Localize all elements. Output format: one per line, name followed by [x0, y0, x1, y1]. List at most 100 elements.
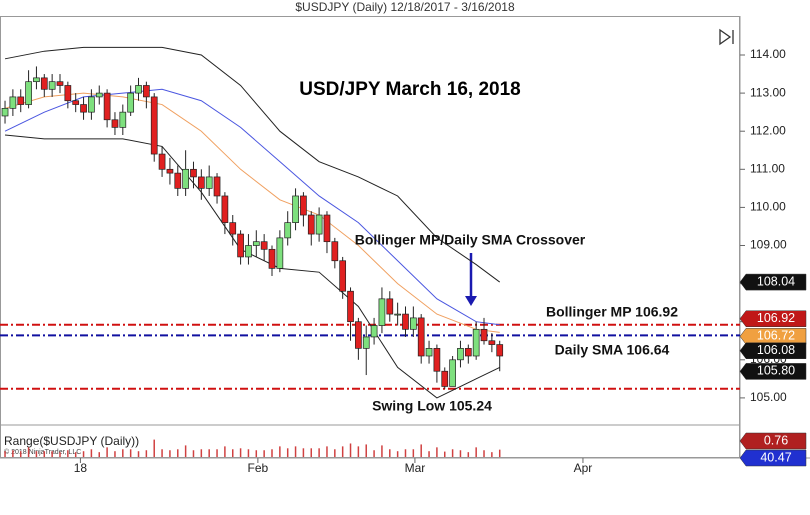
price-tag — [739, 342, 807, 360]
annotation: Daily SMA 106.64 — [555, 342, 670, 358]
candle-body — [252, 241, 260, 246]
candle-body — [331, 241, 339, 262]
candle-body — [150, 96, 158, 155]
x-tick-label: Mar — [405, 461, 426, 475]
candle-body — [182, 168, 189, 189]
candle-body — [119, 111, 127, 128]
candle-body — [496, 344, 504, 357]
price-tag-label: 0.76 — [764, 433, 788, 447]
price-tag — [739, 363, 807, 380]
candle-body — [300, 195, 307, 216]
candle-body — [339, 260, 347, 292]
candle-body — [205, 176, 213, 189]
candle-body — [9, 96, 17, 109]
price-tag — [739, 432, 807, 450]
y-tick-label: 113.00 — [750, 85, 786, 99]
candle-body — [17, 96, 25, 105]
y-tick-label: 105.00 — [750, 390, 787, 404]
candle-body — [245, 245, 252, 258]
candle-body — [111, 119, 119, 128]
candle-body — [323, 214, 331, 243]
candle-body — [472, 328, 480, 357]
candle-body — [72, 100, 80, 105]
y-tick-label: 109.00 — [750, 238, 787, 252]
candle-body — [386, 298, 394, 315]
annotation: Swing Low 105.24 — [372, 398, 492, 414]
x-tick-label: Apr — [574, 461, 593, 475]
y-tick-label: 114.00 — [750, 47, 786, 61]
candle-body — [190, 168, 197, 178]
candle-body — [362, 336, 370, 349]
candle-body — [158, 153, 166, 170]
indicator-line — [4, 134, 500, 399]
candle-body — [103, 92, 111, 121]
candle-body — [441, 370, 449, 387]
price-tag — [739, 328, 807, 345]
indicator-line — [4, 88, 500, 326]
price-tag-label: 105.80 — [757, 364, 795, 378]
panel-title: Range($USDJPY (Daily)) — [4, 434, 139, 448]
candle-body — [213, 176, 221, 197]
candle-body — [40, 77, 48, 90]
price-tag — [739, 310, 807, 328]
candle-body — [127, 92, 135, 113]
candle-body — [95, 92, 103, 98]
candle-body — [260, 241, 268, 250]
x-tick-label: Feb — [248, 461, 269, 475]
candle-body — [229, 222, 237, 235]
candle-body — [464, 348, 472, 357]
candle-body — [284, 222, 292, 239]
candle-body — [25, 81, 32, 105]
y-tick-label: 111.00 — [750, 161, 785, 175]
scroll-icon[interactable] — [719, 28, 734, 46]
indicator-line — [4, 46, 501, 283]
candle-body — [268, 248, 276, 269]
x-tick-label: 18 — [74, 461, 88, 475]
price-tag-label: 106.72 — [757, 329, 795, 343]
candle-body — [409, 317, 417, 330]
candle-body — [80, 104, 87, 113]
candle-body — [64, 85, 72, 102]
candle-body — [370, 325, 378, 338]
candle-body — [88, 96, 95, 113]
candle-body — [56, 81, 64, 86]
candle-body — [166, 168, 174, 174]
candle-body — [457, 348, 464, 361]
candle-body — [425, 348, 433, 357]
chart-title: USD/JPY March 16, 2018 — [299, 79, 520, 100]
copyright: © 2018 NinjaTrader, LLC — [4, 448, 81, 456]
candle-body — [378, 298, 386, 326]
price-tag-label: 106.92 — [757, 311, 795, 325]
candle-body — [355, 321, 362, 349]
candle-body — [315, 214, 323, 235]
price-tag-label: 108.04 — [757, 274, 795, 288]
candle-body — [135, 85, 142, 94]
page-title: $USDJPY (Daily) 12/18/2017 - 3/16/2018 — [295, 0, 515, 14]
candle-body — [417, 317, 425, 357]
annotation: Bollinger MP/Daily SMA Crossover — [355, 232, 586, 248]
price-tag — [739, 273, 807, 291]
y-tick-label: 110.00 — [750, 200, 786, 214]
indicator-line — [4, 92, 500, 333]
candle-body — [480, 328, 488, 342]
price-tag-label: 106.08 — [757, 343, 795, 357]
candle-body — [488, 340, 496, 345]
annotation: Bollinger MP 106.92 — [546, 304, 678, 320]
candle-body — [402, 313, 409, 330]
candle-body — [276, 237, 284, 269]
candle-body — [174, 172, 182, 189]
candle-body — [197, 176, 205, 189]
candle-body — [449, 359, 456, 387]
candle-body — [433, 348, 441, 372]
candle-body — [221, 195, 229, 223]
price-tag-label: 40.47 — [760, 450, 791, 464]
candle-body — [347, 290, 354, 323]
candle-body — [1, 107, 9, 117]
candle-body — [143, 85, 150, 98]
price-tag — [739, 449, 807, 467]
arrow-head — [465, 296, 477, 306]
candle-body — [292, 195, 299, 223]
candle-body — [237, 233, 244, 258]
